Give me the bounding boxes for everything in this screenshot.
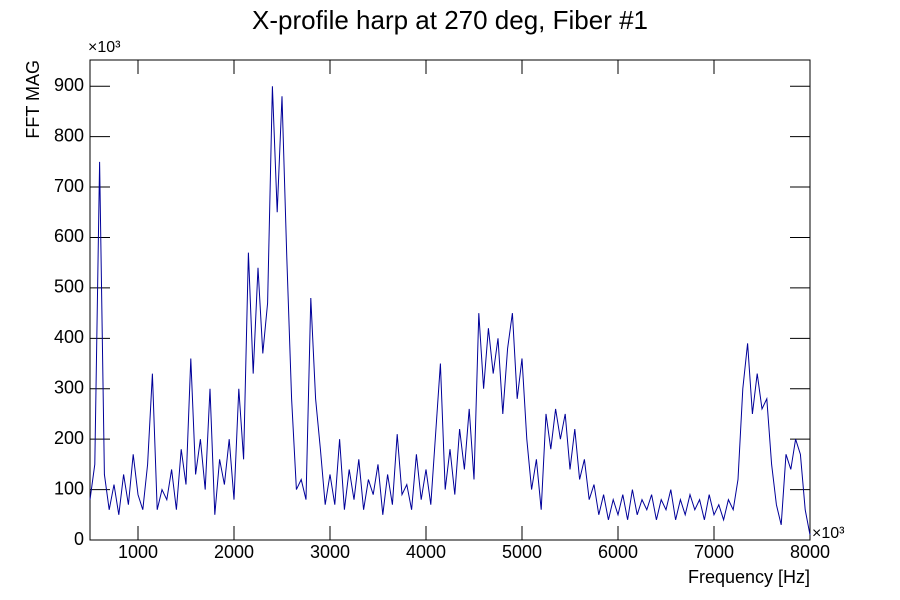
x-tick-label: 6000	[598, 542, 638, 562]
x-tick-label: 3000	[310, 542, 350, 562]
x-tick-label: 4000	[406, 542, 446, 562]
x-exponent: ×10³	[812, 525, 845, 542]
x-tick-label: 5000	[502, 542, 542, 562]
y-exponent: ×10³	[88, 39, 121, 56]
x-axis-label: Frequency [Hz]	[688, 567, 810, 587]
y-tick-label: 400	[54, 327, 84, 347]
y-tick-label: 800	[54, 125, 84, 145]
y-tick-label: 600	[54, 226, 84, 246]
plot-frame	[89, 59, 811, 541]
x-tick-label: 2000	[214, 542, 254, 562]
y-tick-label: 900	[54, 75, 84, 95]
y-axis-label: FFT MAG	[23, 60, 43, 139]
y-tick-label: 0	[74, 529, 84, 549]
chart-title: X-profile harp at 270 deg, Fiber #1	[252, 5, 648, 35]
y-tick-label: 700	[54, 176, 84, 196]
x-tick-label: 7000	[694, 542, 734, 562]
y-tick-label: 100	[54, 478, 84, 498]
x-tick-label: 1000	[118, 542, 158, 562]
y-tick-label: 200	[54, 428, 84, 448]
y-tick-label: 500	[54, 277, 84, 297]
spectrum-line	[89, 86, 811, 536]
x-tick-label: 8000	[790, 542, 830, 562]
y-tick-label: 300	[54, 377, 84, 397]
